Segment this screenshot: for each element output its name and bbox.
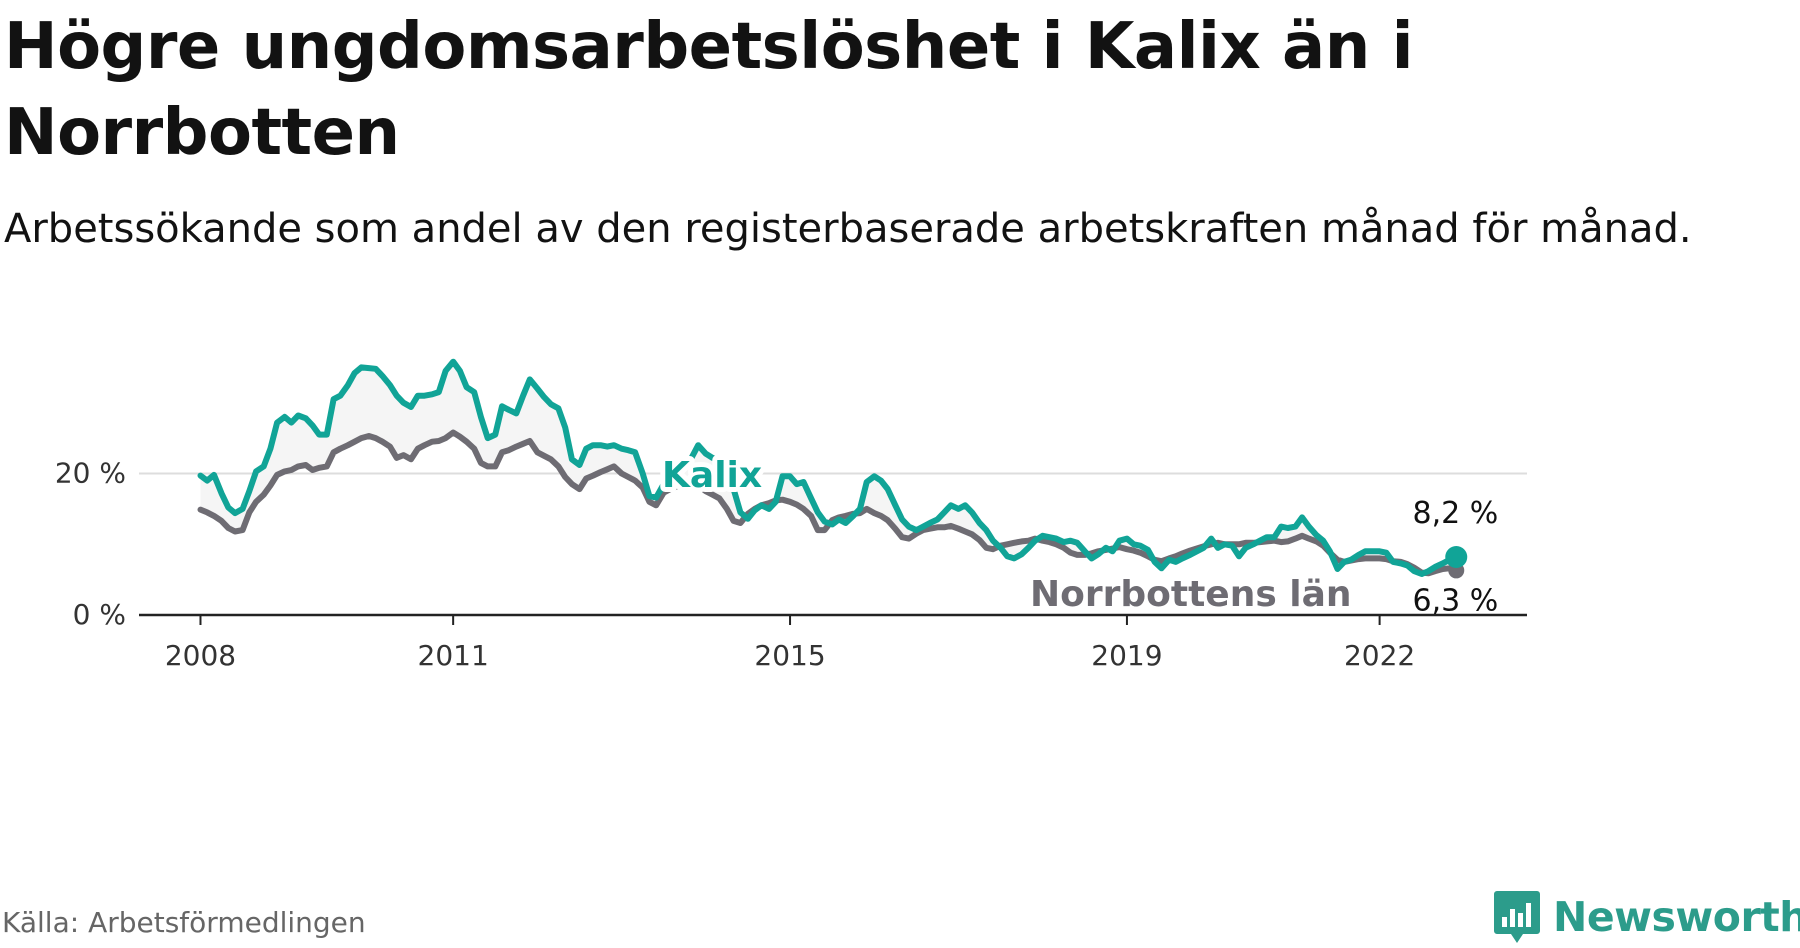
chart-title: Högre ungdomsarbetslöshet i Kalix än i N…: [4, 10, 1414, 170]
x-tick-label: 2008: [165, 639, 236, 672]
x-tick-label: 2019: [1091, 639, 1162, 672]
y-tick-label: 20 %: [55, 457, 126, 490]
kalix-label: Kalix: [662, 455, 762, 496]
brand-name: Newsworthy: [1553, 893, 1800, 941]
kalix-end-point: [1445, 545, 1468, 568]
x-tick-label: 2022: [1344, 639, 1415, 672]
series-lines: [197, 358, 1468, 579]
norrbotten-end-value: 6,3 %: [1412, 583, 1498, 618]
newsworthy-logo: Newsworthy: [1493, 887, 1800, 947]
grid-lines: [139, 472, 1527, 475]
norrbotten-line: [197, 429, 1460, 577]
kalix-label-halo: Kalix: [662, 455, 762, 496]
kalix-line: [197, 358, 1460, 577]
chart-subtitle: Arbetssökande som andel av den registerb…: [4, 206, 1692, 252]
x-tick-label: 2015: [754, 639, 825, 672]
norrbotten-label: Norrbottens län: [1030, 574, 1352, 615]
source-note: Källa: Arbetsförmedlingen: [2, 906, 366, 939]
y-tick-label: 0 %: [73, 598, 126, 631]
x-tick-label: 2011: [418, 639, 489, 672]
norrbotten-label-halo: Norrbottens län: [1030, 574, 1352, 615]
bar-chart-speech-bubble-icon: [1494, 891, 1540, 943]
kalix-end-value: 8,2 %: [1412, 496, 1498, 531]
